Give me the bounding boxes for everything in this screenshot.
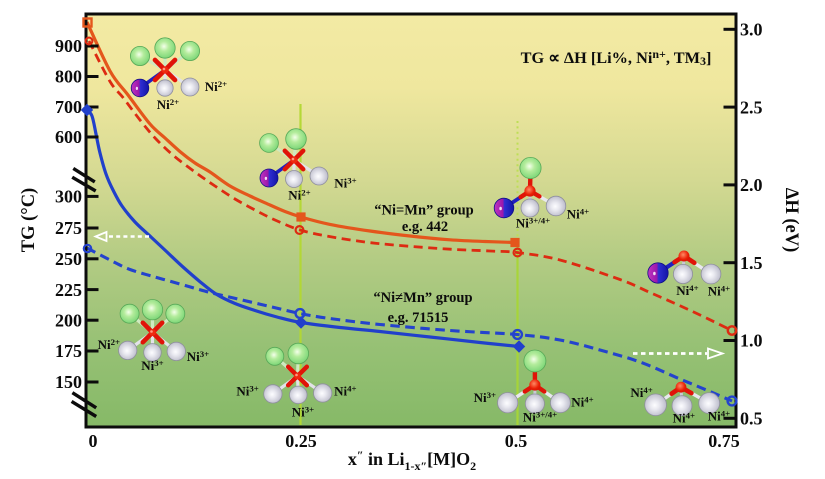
svg-text:2.0: 2.0 <box>740 175 763 195</box>
svg-text:0.75: 0.75 <box>708 431 740 451</box>
svg-text:3.0: 3.0 <box>740 20 763 40</box>
svg-text:275: 275 <box>55 218 82 238</box>
svg-text:e.g. 71515: e.g. 71515 <box>388 310 449 326</box>
svg-text:“Ni≠Mn” group: “Ni≠Mn” group <box>373 290 472 306</box>
svg-text:TG ∝ ΔH [Li%, Nin+, TM3]: TG ∝ ΔH [Li%, Nin+, TM3] <box>521 47 712 68</box>
svg-text:200: 200 <box>55 310 82 330</box>
svg-text:ΔH (eV): ΔH (eV) <box>781 188 801 253</box>
svg-text:0.5: 0.5 <box>505 431 528 451</box>
svg-text:e.g. 442: e.g. 442 <box>402 219 448 235</box>
svg-text:2.5: 2.5 <box>740 97 763 117</box>
svg-text:250: 250 <box>55 249 82 269</box>
svg-text:1.0: 1.0 <box>740 331 763 351</box>
svg-text:“Ni=Mn” group: “Ni=Mn” group <box>374 203 473 219</box>
svg-text:TG (°C): TG (°C) <box>19 188 39 252</box>
svg-text:0: 0 <box>89 431 98 451</box>
svg-text:0.5: 0.5 <box>740 409 763 429</box>
svg-text:150: 150 <box>55 372 82 392</box>
svg-text:0.25: 0.25 <box>285 431 317 451</box>
svg-text:225: 225 <box>55 280 82 300</box>
svg-text:700: 700 <box>55 97 82 117</box>
svg-text:600: 600 <box>55 127 82 147</box>
svg-text:300: 300 <box>55 187 82 207</box>
svg-text:900: 900 <box>55 36 82 56</box>
svg-text:1.5: 1.5 <box>740 253 763 273</box>
svg-text:800: 800 <box>55 67 82 87</box>
svg-text:175: 175 <box>55 341 82 361</box>
